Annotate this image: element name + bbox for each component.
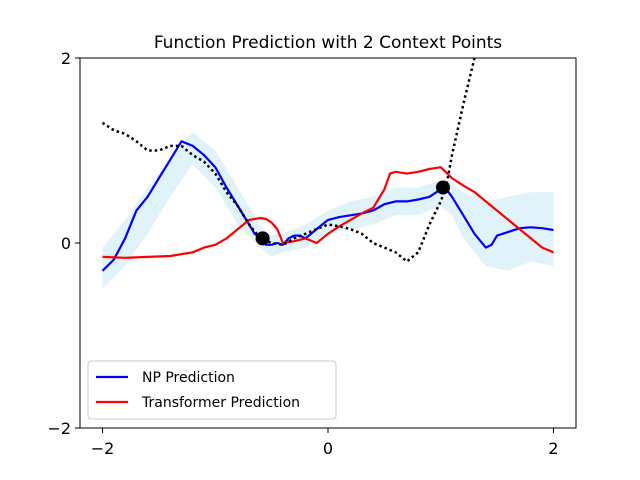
ground-truth-line	[101, 58, 476, 263]
chart-title: Function Prediction with 2 Context Point…	[154, 33, 502, 53]
legend-box	[87, 360, 337, 420]
y-tick-label: −2	[47, 419, 71, 438]
x-tick-label: −2	[91, 439, 115, 458]
plot-area	[101, 58, 554, 290]
y-tick-label: 0	[61, 234, 71, 253]
legend-label: NP Prediction	[142, 370, 235, 386]
context-point	[255, 231, 270, 246]
series-line-1	[102, 166, 554, 259]
legend-label: Transformer Prediction	[141, 395, 300, 411]
legend: NP Prediction Transformer Prediction	[87, 360, 337, 420]
uncertainty-band	[102, 132, 554, 290]
y-tick-label: 2	[61, 49, 71, 68]
x-tick-label: 2	[548, 439, 558, 458]
x-tick-label: 0	[323, 439, 333, 458]
axes: −2 0 2 −2 0 2	[47, 49, 558, 458]
context-point	[435, 180, 450, 195]
